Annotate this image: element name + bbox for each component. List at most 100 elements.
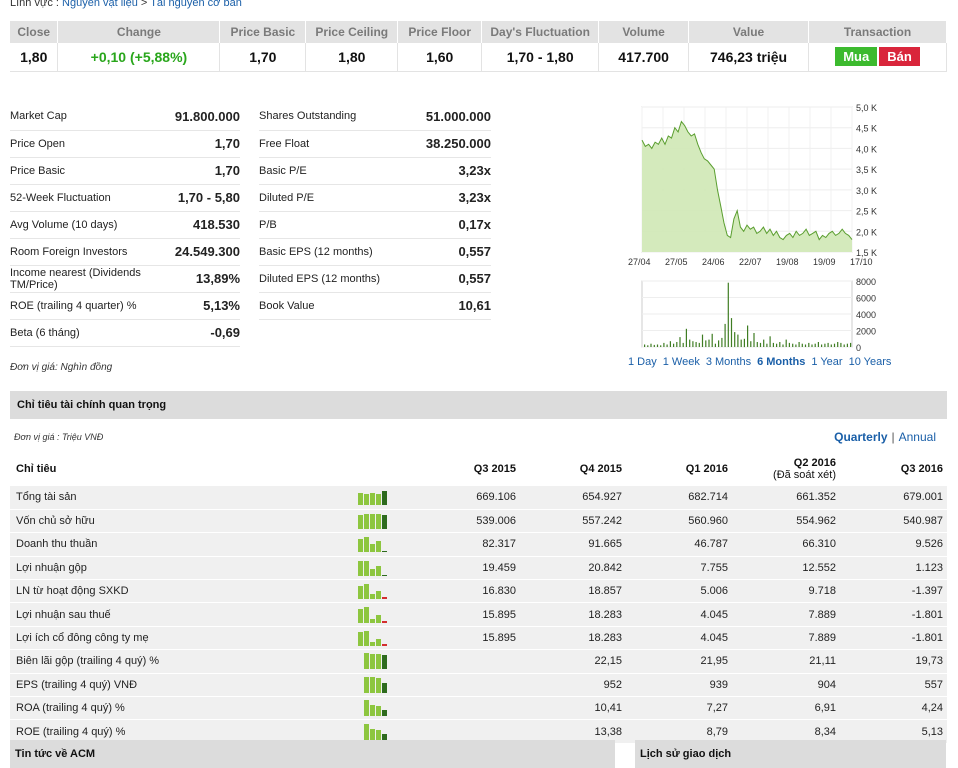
header-days-fluctuation: Day's Fluctuation	[481, 21, 600, 43]
range-link-6-months[interactable]: 6 Months	[757, 356, 806, 368]
x-tick-label: 19/08	[776, 257, 799, 267]
volume-bar	[750, 341, 752, 347]
spark-bar	[376, 493, 381, 506]
range-link-1-day[interactable]: 1 Day	[628, 356, 657, 368]
stat-value: -0,69	[150, 319, 240, 347]
stat-label: Diluted EPS (12 months)	[259, 265, 399, 293]
x-tick-label: 22/07	[739, 257, 762, 267]
spark-bar	[382, 709, 387, 717]
row-label: LN từ hoạt động SXKD	[10, 579, 336, 604]
spark-bar	[358, 538, 363, 553]
breadcrumb: Lĩnh vực : Nguyên vật liệu > Tài nguyên …	[10, 0, 242, 9]
row-value	[416, 649, 520, 674]
row-value: 661.352	[732, 486, 840, 510]
spark-bar	[370, 618, 375, 623]
volume-bar	[669, 341, 671, 347]
quarterly-link[interactable]: Quarterly	[834, 430, 888, 444]
volume-bar	[827, 342, 829, 347]
stat-row: Avg Volume (10 days) 418.530	[10, 211, 240, 239]
row-value: 540.987	[840, 509, 947, 534]
volume-bar	[843, 344, 845, 347]
stat-value: 1,70	[150, 130, 240, 158]
spark-bar	[382, 550, 387, 553]
spark-bar	[376, 705, 381, 717]
x-tick-label: 19/09	[813, 257, 836, 267]
volume-bar	[695, 342, 697, 347]
table-row: Lợi ích cổ đông công ty mẹ 15.895 18.283 4.…	[10, 626, 947, 651]
stat-row: Book Value 10,61	[259, 292, 491, 320]
stat-value: 91.800.000	[150, 103, 240, 131]
row-value: 4,24	[840, 696, 947, 721]
annual-link[interactable]: Annual	[898, 430, 936, 444]
stat-label: Free Float	[259, 130, 399, 158]
header-price-floor: Price Floor	[397, 21, 483, 43]
range-link-1-week[interactable]: 1 Week	[662, 356, 700, 368]
price-floor-value: 1,60	[397, 43, 483, 72]
spark-bar	[382, 655, 387, 670]
stat-label: ROE (trailing 4 quarter) %	[10, 292, 150, 320]
volume-bar	[792, 343, 794, 347]
table-row: LN từ hoạt động SXKD 16.830 18.857 5.006 9.7…	[10, 579, 947, 604]
spark-bar	[358, 561, 363, 576]
news-section-title: Tin tức về ACM	[15, 748, 96, 760]
stat-value: 1,70	[150, 157, 240, 185]
row-value: 91.665	[520, 532, 626, 557]
sell-button[interactable]: Bán	[879, 47, 920, 67]
range-link-10-years[interactable]: 10 Years	[848, 356, 892, 368]
stats-left-table: Market Cap 91.800.000 Price Open 1,70 Price …	[10, 103, 240, 347]
row-value	[416, 673, 520, 698]
spark-bar	[364, 537, 369, 553]
volume-bar	[698, 342, 700, 347]
row-sparkline	[336, 696, 416, 721]
spark-bar	[382, 644, 387, 647]
row-value: 539.006	[416, 509, 520, 534]
volume-bar	[711, 333, 713, 347]
stat-value: 13,89%	[150, 265, 240, 293]
breadcrumb-link-industry[interactable]: Tài nguyên cơ bản	[150, 0, 242, 9]
row-label: Lợi ích cổ đông công ty mẹ	[10, 626, 336, 651]
spark-bar	[370, 569, 375, 576]
x-tick-label: 27/05	[665, 257, 688, 267]
spark-bar	[364, 560, 369, 576]
breadcrumb-link-sector[interactable]: Nguyên vật liệu	[62, 0, 138, 9]
volume-bar	[817, 342, 819, 347]
spark-bar	[358, 609, 363, 623]
row-label: Biên lãi gộp (trailing 4 quý) %	[10, 649, 336, 674]
stat-value: 51.000.000	[399, 103, 491, 131]
range-link-1-year[interactable]: 1 Year	[811, 356, 843, 368]
volume-bar	[766, 343, 768, 347]
spark-bar	[370, 594, 375, 600]
volume-bar	[708, 339, 710, 347]
row-label: ROA (trailing 4 quý) %	[10, 696, 336, 721]
stat-row: Beta (6 tháng) -0,69	[10, 319, 240, 347]
row-value: 22,15	[520, 649, 626, 674]
stat-label: Avg Volume (10 days)	[10, 211, 150, 239]
buy-button[interactable]: Mua	[835, 47, 878, 67]
range-link-3-months[interactable]: 3 Months	[705, 356, 752, 368]
spark-bar	[364, 700, 369, 717]
financial-table: Chỉ tiêu Q3 2015 Q4 2015 Q1 2016 Q2 2016…	[10, 452, 947, 744]
volume-bar	[676, 342, 678, 347]
row-value: 669.106	[416, 486, 520, 510]
spark-bar	[376, 677, 381, 693]
transaction-cell: Mua Bán	[808, 43, 947, 72]
table-row: Biên lãi gộp (trailing 4 quý) % 22,15 21,9…	[10, 649, 947, 674]
row-value: 15.895	[416, 602, 520, 627]
spark-bar	[376, 514, 381, 530]
stat-row: Price Open 1,70	[10, 130, 240, 158]
stat-row: Room Foreign Investors 24.549.300	[10, 238, 240, 266]
volume-bar	[727, 282, 729, 347]
stat-label: Price Basic	[10, 157, 150, 185]
row-value: 557.242	[520, 509, 626, 534]
row-sparkline	[336, 673, 416, 698]
volume-bar	[824, 343, 826, 347]
spark-bar	[358, 585, 363, 600]
volume-bar	[846, 343, 848, 347]
row-value: 554.962	[732, 509, 840, 534]
volume-bar	[701, 334, 704, 347]
spark-bar	[382, 683, 387, 693]
spark-bar	[364, 584, 369, 600]
row-value: 19.459	[416, 556, 520, 581]
volume-bar	[747, 325, 749, 347]
spark-bar	[358, 632, 363, 647]
